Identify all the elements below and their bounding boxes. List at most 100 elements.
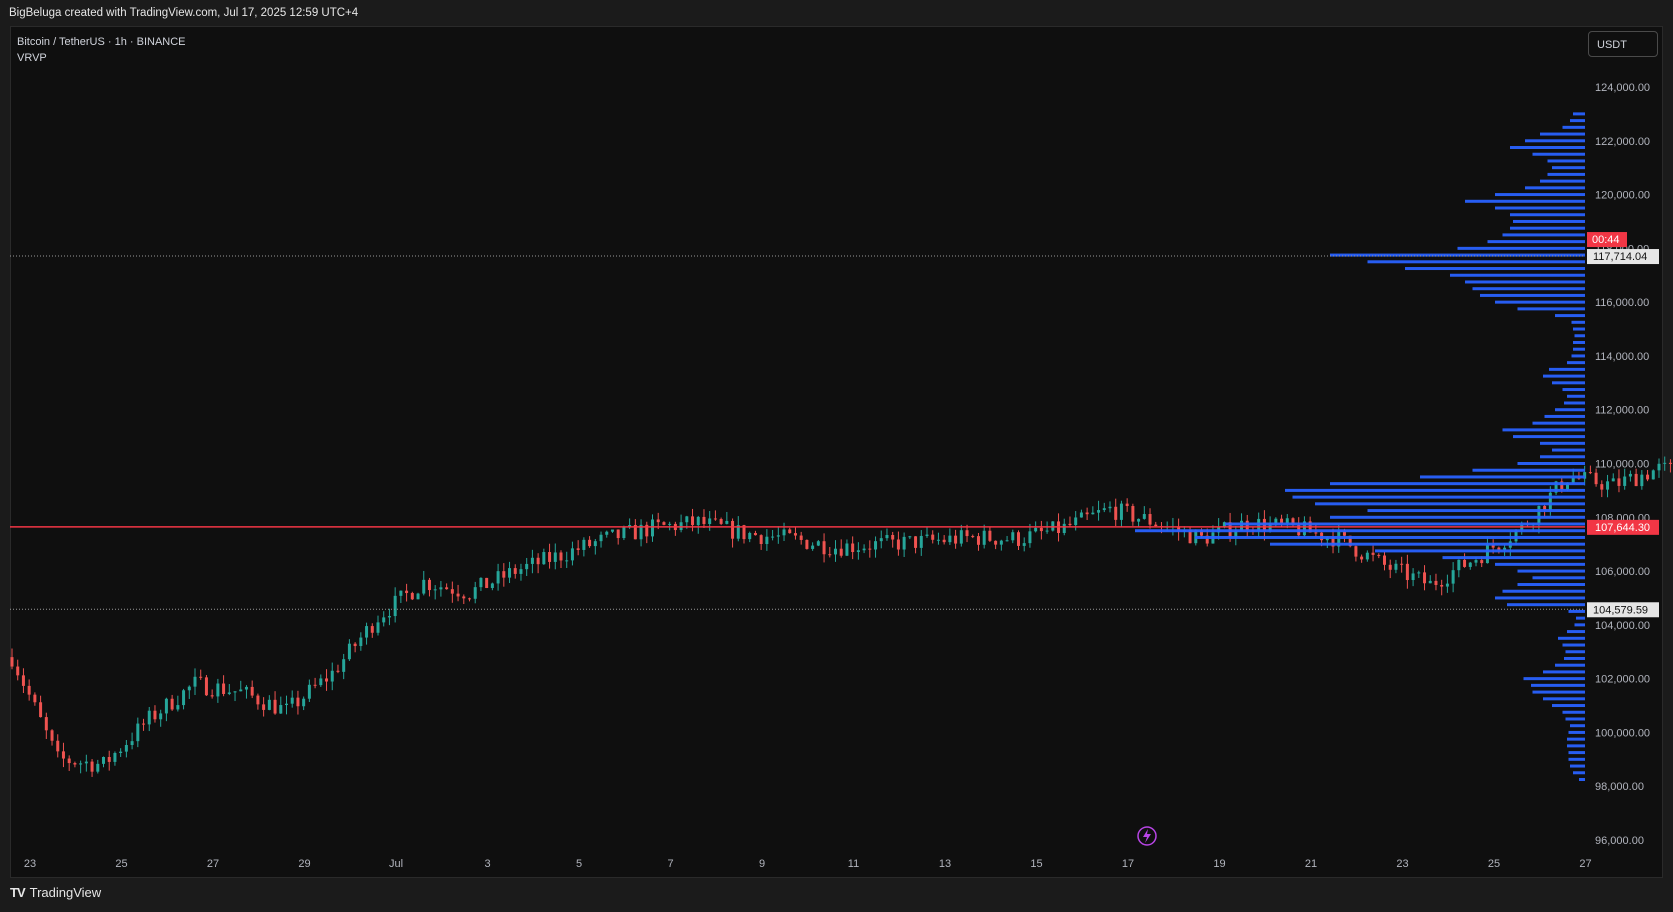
volume-profile-bar (1405, 267, 1585, 271)
x-axis-tick-label: 23 (1396, 858, 1408, 870)
candle-body (553, 552, 557, 562)
candle-body (439, 587, 443, 590)
candle-body (942, 539, 946, 543)
candle-body (376, 622, 380, 633)
candle-body (170, 698, 174, 710)
candle-body (736, 525, 740, 539)
candle-body (1114, 506, 1118, 520)
y-axis-tick-label: 124,000.00 (1595, 82, 1650, 94)
volume-profile-bar (1495, 300, 1585, 304)
poc-price-label: 107,644.30 (1595, 522, 1650, 534)
volume-profile-bar (1531, 683, 1585, 687)
currency-unit-button[interactable]: USDT (1588, 31, 1658, 57)
candle-body (119, 751, 123, 753)
volume-profile-bar (1544, 414, 1585, 418)
candle-body (313, 684, 317, 686)
candle-body (851, 543, 855, 553)
candle-body (902, 536, 906, 550)
candle-body (656, 519, 660, 523)
candle-body (445, 587, 449, 590)
volume-profile-bar (1457, 246, 1585, 250)
candle-body (508, 568, 512, 578)
candle-body (142, 723, 146, 725)
candle-body (519, 569, 523, 574)
volume-profile-bar (1555, 314, 1585, 318)
x-axis-tick-label: 3 (484, 858, 490, 870)
candle-body (731, 520, 735, 539)
candle-body (336, 670, 340, 672)
candle-body (1011, 532, 1015, 541)
candle-body (914, 536, 918, 548)
candle-body (159, 713, 163, 720)
candle-body (456, 593, 460, 597)
tradingview-brand[interactable]: TV TradingView (10, 885, 101, 900)
candle-body (279, 705, 283, 714)
candle-body (27, 685, 31, 695)
candle-body (1205, 535, 1209, 544)
volume-profile-bar (1465, 199, 1585, 203)
volume-profile-bar (1562, 388, 1585, 392)
lightning-event-icon[interactable] (1137, 826, 1157, 846)
x-axis-tick-label: 27 (1579, 858, 1591, 870)
x-axis-tick-label: 15 (1030, 858, 1042, 870)
candle-body (107, 757, 111, 762)
candle-body (874, 541, 878, 550)
candle-body (502, 571, 506, 578)
y-axis-tick-label: 120,000.00 (1595, 190, 1650, 202)
volume-profile-bar (1442, 556, 1585, 560)
candle-body (782, 529, 786, 536)
chart-frame[interactable] (10, 26, 1663, 878)
candle-body (1177, 526, 1181, 532)
candle-body (176, 705, 180, 710)
poc-price-tag (1587, 519, 1659, 535)
volume-profile-bar (1573, 327, 1585, 331)
current-price-price-label: 117,714.04 (1593, 251, 1647, 263)
candle-body (1606, 481, 1610, 490)
volume-profile-bar (1292, 495, 1585, 499)
candle-body (1188, 529, 1192, 544)
volume-profile-bar (1573, 112, 1585, 116)
candle-body (222, 683, 226, 694)
volume-profile-bar (1564, 656, 1585, 660)
candle-body (479, 577, 483, 588)
y-axis-tick-label: 102,000.00 (1595, 674, 1650, 686)
candle-body (593, 541, 597, 547)
indicator-label-vrvp[interactable]: VRVP (17, 52, 47, 64)
volume-profile-bar (1568, 609, 1585, 613)
candle-body (971, 536, 975, 538)
candle-body (1388, 564, 1392, 570)
candle-body (645, 524, 649, 537)
candle-body (1102, 508, 1106, 511)
candle-body (868, 548, 872, 550)
candle-body (525, 563, 529, 570)
volume-profile-bar (1562, 125, 1585, 129)
chart-legend[interactable]: Bitcoin / TetherUS · 1h · BINANCE VRVP (17, 34, 186, 66)
x-axis-tick-label: 7 (667, 858, 673, 870)
candle-body (1119, 503, 1123, 520)
volume-profile-bar (1573, 347, 1585, 351)
candle-body (1423, 572, 1427, 584)
candle-body (1646, 474, 1650, 480)
countdown-label: 00:44 (1592, 234, 1620, 246)
volume-profile-bar (1510, 213, 1585, 217)
candle-body (164, 698, 168, 714)
candle-body (999, 540, 1003, 545)
candle-body (1405, 563, 1409, 581)
candle-body (490, 583, 494, 589)
volume-profile-bar (1576, 616, 1585, 620)
volume-profile-bar (1567, 744, 1585, 748)
volume-profile-bar (1517, 307, 1585, 311)
candle-body (244, 686, 248, 690)
candle-body (530, 557, 534, 564)
candle-body (1400, 563, 1404, 565)
volume-profile-bar (1525, 186, 1585, 190)
candle-body (1560, 481, 1564, 490)
y-axis-tick-label: 106,000.00 (1595, 566, 1650, 578)
volume-profile-bar (1285, 488, 1585, 492)
symbol-title[interactable]: Bitcoin / TetherUS · 1h · BINANCE (17, 36, 186, 48)
x-axis-tick-label: 25 (115, 858, 127, 870)
volume-profile-bar (1465, 280, 1585, 284)
candle-body (639, 524, 643, 540)
candle-body (193, 676, 197, 687)
